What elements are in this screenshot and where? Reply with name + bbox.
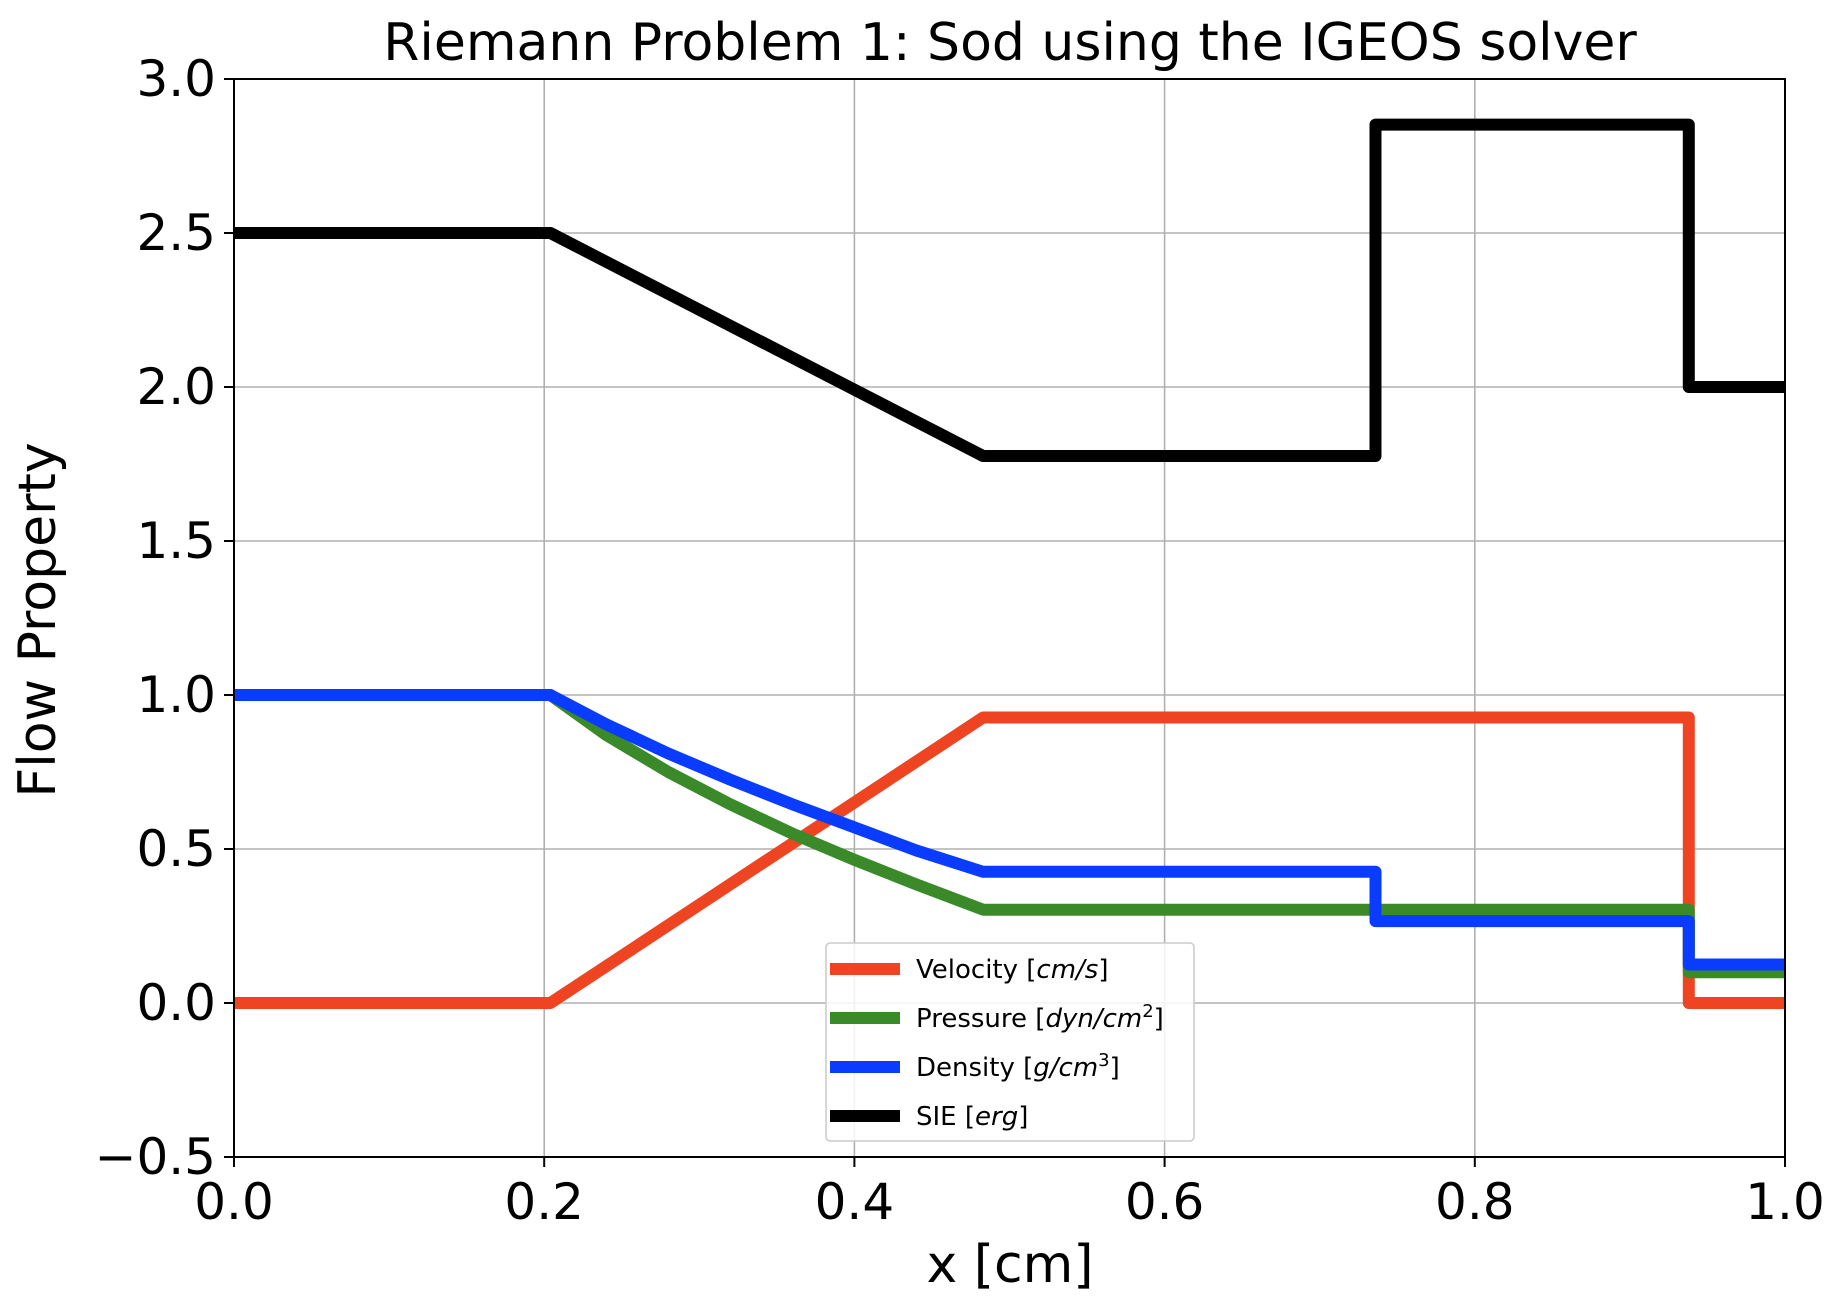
x-tick-label: 0.0 [194,1173,274,1231]
legend: Velocity [cm/s] Pressure [dyn/cm2] Density… [825,942,1195,1142]
x-tick-label: 0.8 [1435,1173,1515,1231]
y-tick-label: 2.0 [136,358,216,416]
series-line-pressure [234,689,1785,979]
y-tick-label: 1.5 [136,512,216,570]
x-tick-label: 0.6 [1125,1173,1205,1231]
legend-label-velocity: Velocity [cm/s] [916,955,1109,985]
y-tick-label: 3.0 [136,50,216,108]
chart-title: Riemann Problem 1: Sod using the IGEOS s… [383,13,1637,73]
plot-frame [233,78,1786,1158]
y-tick-label: 0.0 [136,974,216,1032]
legend-label-density: Density [g/cm3] [916,1050,1120,1083]
x-tick-label: 0.4 [815,1173,895,1231]
y-tick-label: 0.5 [136,820,216,878]
legend-box [825,942,1195,1142]
y-axis-label: Flow Property [8,442,68,797]
series-line-velocity [234,711,1785,1009]
data-series [234,118,1785,1009]
legend-label-pressure: Pressure [dyn/cm2] [916,1001,1164,1034]
series-line-density [234,689,1785,971]
legend-label-sie: SIE [erg] [916,1102,1028,1132]
x-tick-label: 0.2 [504,1173,584,1231]
y-tick-label: 1.0 [136,666,216,724]
series-line-sie [234,118,1785,462]
x-tick-label: 1.0 [1745,1173,1825,1231]
x-axis-label: x [cm] [926,1235,1093,1295]
y-tick-label: 2.5 [136,204,216,262]
y-tick-label: −0.5 [95,1128,216,1186]
axis-ticks: 0.0 0.2 0.4 0.6 0.8 1.0−0.50.00.51.01.52.02.5… [95,50,1825,1231]
